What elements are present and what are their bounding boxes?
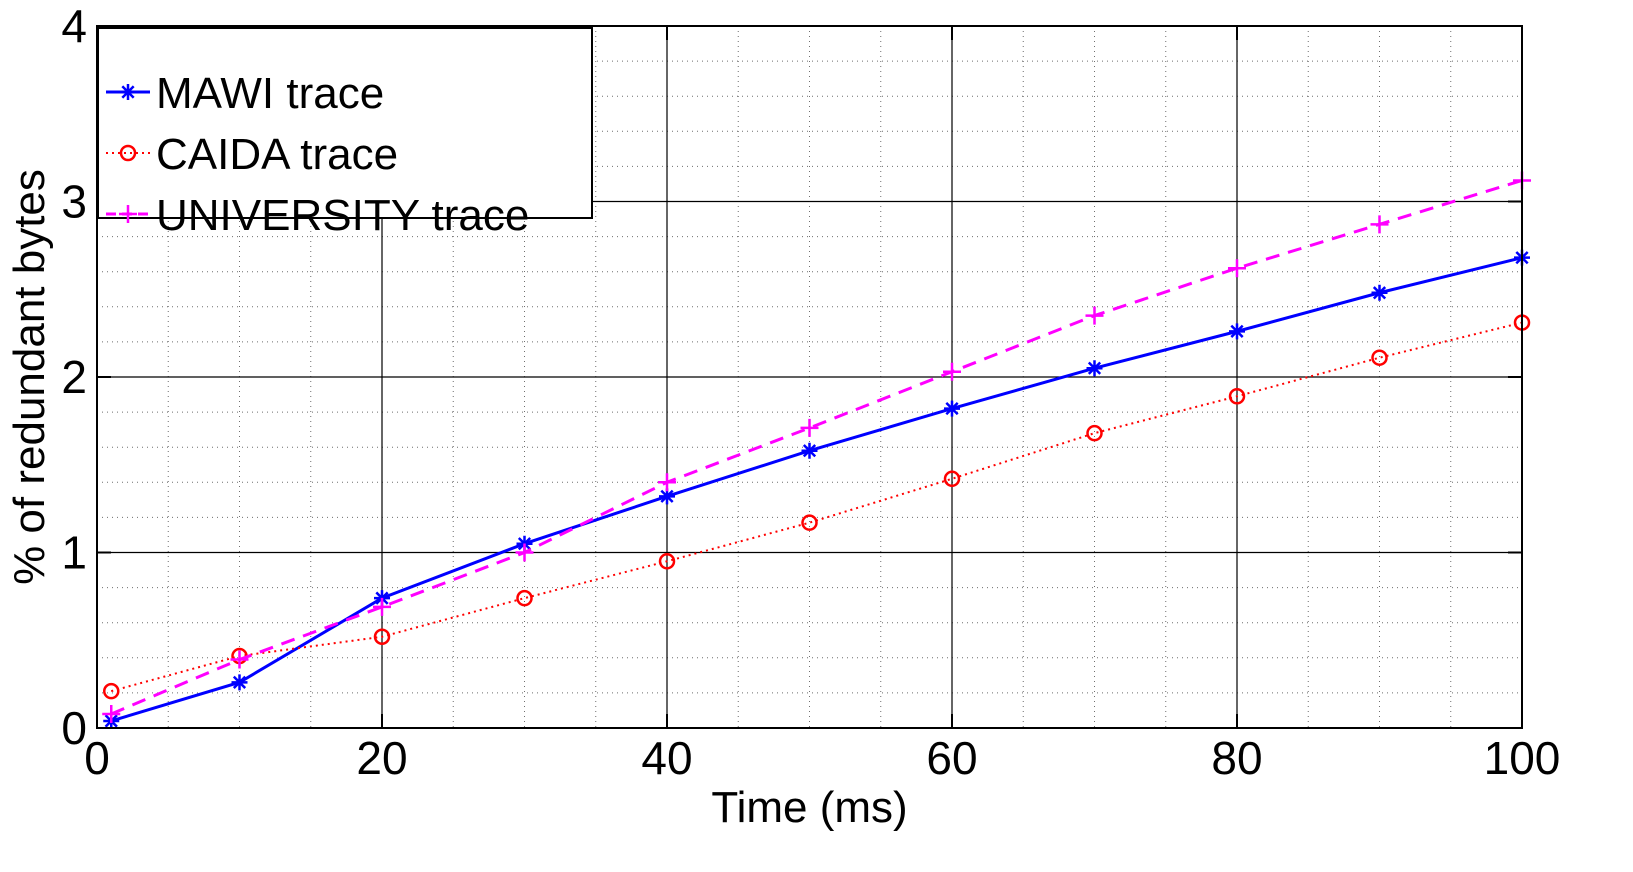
data-point-university: [1228, 259, 1246, 278]
y-tick-label: 3: [61, 176, 87, 228]
y-tick-label: 4: [61, 0, 87, 52]
legend-box: [97, 27, 593, 219]
legend-label-university: UNIVERSITY trace: [156, 191, 529, 240]
data-point-caida: [373, 628, 391, 645]
x-tick-label: 80: [1211, 732, 1262, 784]
data-point-university: [373, 597, 391, 616]
data-point-caida: [943, 470, 961, 488]
data-point-mawi: [1086, 360, 1103, 377]
x-tick-label: 100: [1484, 732, 1561, 784]
data-point-university: [800, 418, 819, 437]
legend-entry-mawi: MAWI trace: [106, 69, 384, 118]
legend-entry-university: UNIVERSITY trace: [106, 191, 529, 240]
y-tick-label: 2: [61, 351, 87, 403]
data-point-mawi: [801, 442, 818, 459]
data-point-caida: [801, 514, 818, 531]
data-point-mawi: [1371, 284, 1388, 301]
x-tick-label: 60: [926, 732, 977, 784]
tick-marks: [96, 25, 1523, 729]
data-point-caida: [103, 682, 120, 700]
data-point-mawi: [944, 400, 960, 417]
x-tick-label: 40: [641, 732, 692, 784]
y-tick-label: 0: [61, 702, 87, 754]
x-tick-label: 20: [356, 732, 407, 784]
data-point-university: [1085, 306, 1104, 325]
y-tick-label: 1: [61, 527, 87, 579]
legend-swatch-marker-university: [119, 205, 137, 223]
data-point-university: [515, 543, 534, 562]
data-point-mawi: [231, 674, 248, 691]
data-point-caida: [1086, 424, 1103, 442]
data-point-mawi: [659, 488, 675, 505]
y-tick-labels: 0 1 2 3 4: [61, 0, 87, 754]
data-point-caida: [1228, 388, 1246, 405]
series-line-university: [110, 179, 1523, 716]
data-point-caida: [516, 589, 533, 607]
legend-swatch-marker-caida: [119, 144, 137, 162]
data-point-mawi: [1229, 323, 1245, 340]
data-point-university: [230, 650, 249, 669]
data-point-university: [943, 362, 961, 381]
data-point-university: [102, 704, 121, 723]
x-axis-title: Time (ms): [711, 783, 907, 832]
data-point-university: [1370, 215, 1389, 234]
data-point-caida: [1371, 349, 1388, 366]
series-layer: [102, 171, 1531, 729]
x-tick-label: 0: [84, 732, 110, 784]
legend-label-mawi: MAWI trace: [156, 69, 384, 118]
legend-label-caida: CAIDA trace: [156, 130, 398, 179]
x-tick-labels: 0 20 40 60 80 100: [84, 732, 1560, 784]
legend-entry-caida: CAIDA trace: [106, 130, 398, 179]
data-point-university: [658, 473, 676, 492]
y-axis-title: % of redundant bytes: [5, 169, 54, 585]
series-line-caida: [110, 321, 1523, 693]
legend: MAWI trace CAIDA trace UNIVERSITY trace: [97, 27, 593, 240]
data-point-caida: [658, 553, 676, 570]
legend-swatch-marker-mawi: [120, 84, 136, 100]
